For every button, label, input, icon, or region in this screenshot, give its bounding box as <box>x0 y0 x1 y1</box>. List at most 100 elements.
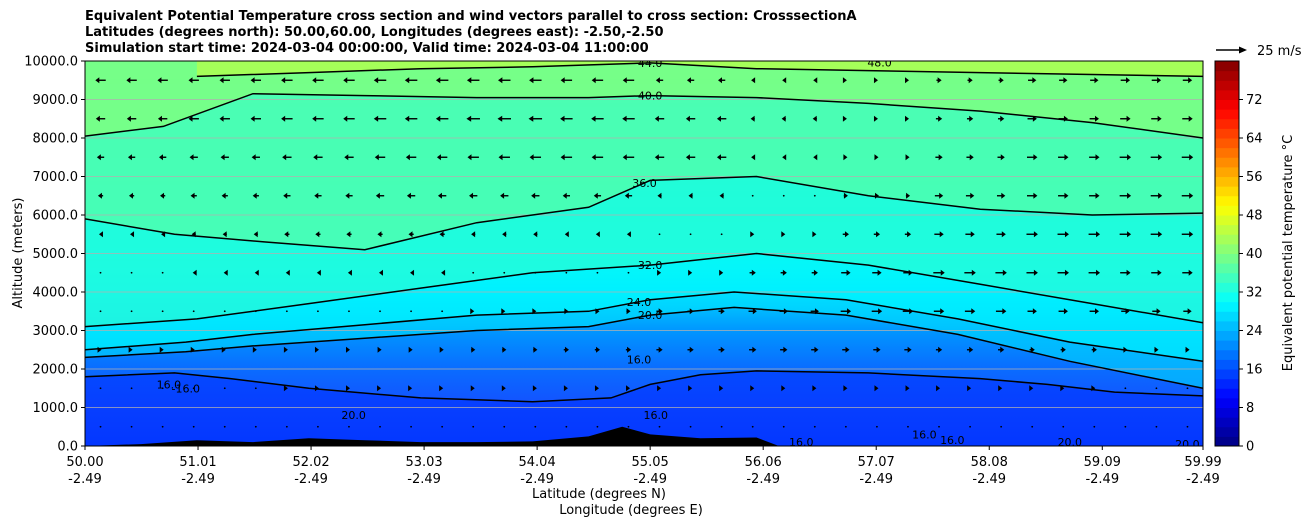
wind-vector <box>689 233 692 236</box>
y-tick-label: 8000.0 <box>33 132 79 147</box>
wind-vector-head <box>1063 115 1068 122</box>
wind-vector <box>130 310 133 313</box>
contour-36 <box>85 175 1203 251</box>
wind-vector <box>379 310 381 313</box>
wind-vector-head <box>782 154 787 161</box>
wind-vector-head <box>1001 231 1006 238</box>
colorbar-segment <box>1215 407 1239 418</box>
wind-vector-head <box>1126 269 1131 276</box>
x-tick-label-lon: -2.49 <box>407 472 441 487</box>
wind-vector-head <box>405 154 410 161</box>
wind-vector-head <box>938 346 943 353</box>
wind-vector-head <box>1033 154 1038 161</box>
wind-vector <box>1155 387 1158 390</box>
colorbar-segment <box>1215 70 1239 81</box>
wind-vector-head <box>781 385 786 392</box>
wind-vector-head <box>469 192 474 199</box>
wind-vector-head <box>685 115 690 122</box>
wind-vectors <box>95 77 1194 428</box>
contour-label: 16.0 <box>644 409 669 422</box>
wind-vector-head <box>404 77 410 84</box>
wind-vector-head <box>1125 308 1130 315</box>
colorbar-segment <box>1215 138 1239 149</box>
wind-vector-head <box>968 77 973 84</box>
wind-vector <box>1124 425 1127 428</box>
wind-vector-head <box>467 154 472 161</box>
wind-vector-head <box>374 154 379 161</box>
wind-vector-head <box>812 385 817 392</box>
wind-vector-head <box>564 346 569 353</box>
wind-vector-head <box>344 154 349 161</box>
wind-vector-head <box>1094 115 1099 122</box>
wind-vector-head <box>220 154 225 161</box>
wind-vector-head <box>937 77 942 84</box>
wind-vector-head <box>1094 77 1099 84</box>
colorbar-tick-label: 8 <box>1246 401 1254 416</box>
wind-vector-head <box>1032 115 1037 122</box>
contour-20 <box>85 306 1203 390</box>
colorbar-segment <box>1215 157 1239 168</box>
wind-vector-head <box>1126 77 1131 84</box>
wind-vector-head <box>626 231 631 238</box>
colorbar-segment <box>1215 99 1239 110</box>
wind-vector-head <box>688 269 693 276</box>
wind-key: 25 m/s <box>1216 44 1302 59</box>
wind-vector-head <box>622 115 627 122</box>
wind-vector-head <box>970 192 975 199</box>
wind-vector-head <box>876 346 881 353</box>
wind-vector-head <box>346 346 351 353</box>
wind-vector-head <box>1127 154 1132 161</box>
contour-label: 16.0 <box>940 434 965 447</box>
contour-label: 20.0 <box>1175 438 1200 451</box>
wind-vector <box>441 310 444 313</box>
wind-vector-head <box>1000 154 1005 161</box>
wind-vector-head <box>282 154 287 161</box>
wind-vector-head <box>969 346 974 353</box>
wind-vector <box>472 271 475 274</box>
wind-vector-head <box>157 77 162 84</box>
wind-vector-head <box>905 154 910 161</box>
wind-vector-head <box>222 231 227 238</box>
wind-vector-head <box>1158 192 1163 199</box>
colorbar-segment <box>1215 359 1239 370</box>
wind-vector <box>223 310 226 313</box>
wind-vector-head <box>532 308 537 315</box>
wind-vector-head <box>95 77 100 84</box>
wind-vector-head <box>847 308 852 315</box>
wind-vector-head <box>596 346 601 353</box>
wind-vector-head <box>501 308 506 315</box>
x-tick-label-lat: 55.05 <box>632 455 669 470</box>
wind-vector <box>876 425 878 428</box>
wind-vector <box>751 425 754 428</box>
wind-vector-head <box>688 192 693 199</box>
wind-vector-head <box>466 115 472 122</box>
wind-vector-head <box>657 385 662 392</box>
wind-vector-head <box>1154 346 1159 353</box>
y-tick-label: 5000.0 <box>33 247 79 262</box>
wind-vector-head <box>221 192 226 199</box>
wind-vector <box>782 194 785 197</box>
wind-vector-head <box>782 269 787 276</box>
wind-vector-head <box>128 346 133 353</box>
colorbar-segment <box>1215 118 1239 129</box>
wind-vector-head <box>560 77 565 84</box>
wind-vector-head <box>97 346 102 353</box>
colorbar-segment <box>1215 397 1239 409</box>
wind-vector-head <box>1158 154 1163 161</box>
wind-vector-head <box>347 269 352 276</box>
wind-vector-head <box>751 269 756 276</box>
temperature-band-44 <box>196 61 1203 77</box>
wind-vector-head <box>1032 308 1037 315</box>
wind-vector-head <box>716 154 721 161</box>
wind-vector-head <box>1061 346 1066 353</box>
wind-vector-head <box>846 269 851 276</box>
colorbar-segment <box>1215 311 1239 322</box>
wind-vector-head <box>688 385 693 392</box>
wind-vector-head <box>874 192 879 199</box>
wind-vector-head <box>159 346 164 353</box>
wind-vector-head <box>377 231 382 238</box>
wind-vector-head <box>471 231 476 238</box>
colorbar-segment <box>1215 147 1239 158</box>
wind-vector-head <box>843 192 848 199</box>
wind-vector-head <box>528 115 534 122</box>
